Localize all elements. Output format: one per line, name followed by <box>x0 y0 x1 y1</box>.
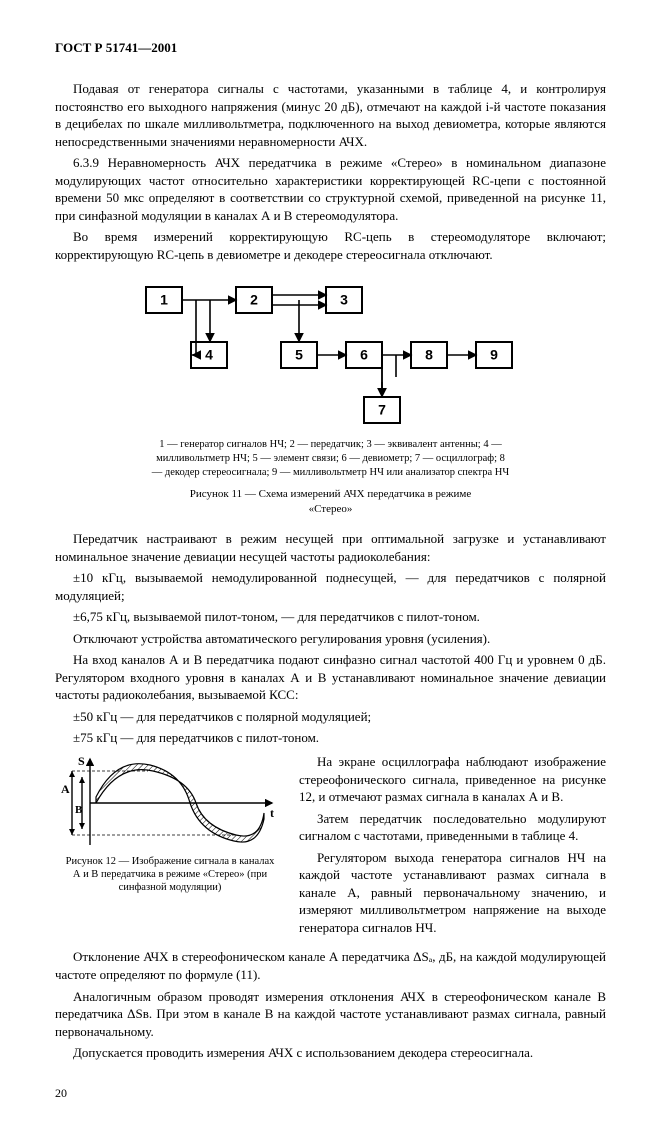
para-1: Подавая от генератора сигналы с частотам… <box>55 80 606 150</box>
para-r3: Регулятором выхода генератора сигналов Н… <box>299 849 606 937</box>
svg-text:9: 9 <box>490 347 498 363</box>
svg-text:8: 8 <box>425 347 433 363</box>
svg-text:4: 4 <box>205 347 213 363</box>
figure-11-title: Рисунок 11 — Схема измерений АЧХ передат… <box>55 487 606 516</box>
para-2: 6.3.9 Неравномерность АЧХ передатчика в … <box>55 154 606 224</box>
svg-text:6: 6 <box>360 347 368 363</box>
para-r2: Затем передатчик последовательно модулир… <box>299 810 606 845</box>
page-number: 20 <box>55 1086 606 1101</box>
para-4: Передатчик настраивают в режим несущей п… <box>55 530 606 565</box>
axis-s-label: S <box>78 754 85 768</box>
label-b: B <box>75 804 83 816</box>
figure-11-legend: 1 — генератор сигналов НЧ; 2 — передатчи… <box>151 438 511 479</box>
figure-12-block: S t A B Рисунок 12 — Изображение сигнала… <box>55 753 285 894</box>
doc-header: ГОСТ Р 51741—2001 <box>55 40 606 56</box>
figure-12-caption: Рисунок 12 — Изображение сигнала в канал… <box>55 855 285 894</box>
para-5: ±10 кГц, вызываемой немодулированной под… <box>55 569 606 604</box>
svg-text:7: 7 <box>378 402 386 418</box>
para-7: Отключают устройства автоматического рег… <box>55 630 606 648</box>
para-9: ±50 кГц — для передатчиков с полярной мо… <box>55 708 606 726</box>
para-10: ±75 кГц — для передатчиков с пилот-тоном… <box>55 729 606 747</box>
figure-11-diagram: 1 2 3 4 5 6 8 9 7 <box>55 277 606 432</box>
svg-text:1: 1 <box>160 292 168 308</box>
para-8: На вход каналов А и В передатчика подают… <box>55 651 606 704</box>
svg-text:5: 5 <box>295 347 303 363</box>
para-r1: На экране осциллографа наблюдают изображ… <box>299 753 606 806</box>
para-b2: Аналогичным образом проводят измерения о… <box>55 988 606 1041</box>
para-b1: Отклонение АЧХ в стереофоническом канале… <box>55 948 606 983</box>
para-b3: Допускается проводить измерения АЧХ с ис… <box>55 1044 606 1062</box>
para-3: Во время измерений корректирующую RC-цеп… <box>55 228 606 263</box>
para-6: ±6,75 кГц, вызываемой пилот-тоном, — для… <box>55 608 606 626</box>
label-a: A <box>61 782 70 796</box>
svg-text:2: 2 <box>250 292 258 308</box>
axis-t-label: t <box>270 806 274 820</box>
svg-text:3: 3 <box>340 292 348 308</box>
